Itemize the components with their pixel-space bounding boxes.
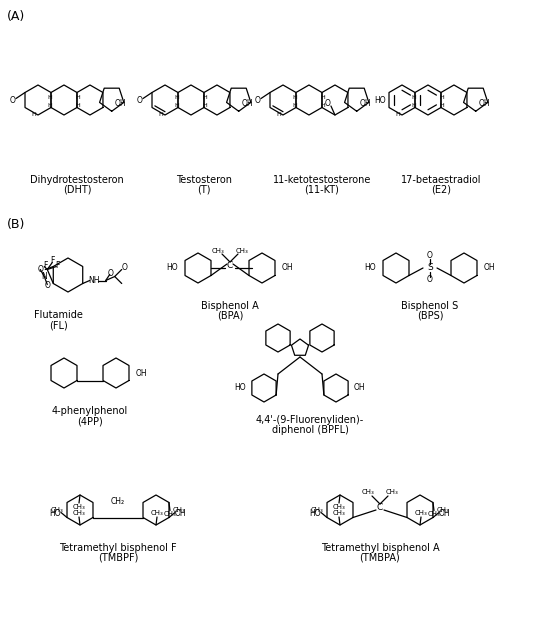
Text: H: H: [276, 112, 281, 117]
Text: H: H: [158, 112, 163, 117]
Text: Testosteron: Testosteron: [176, 175, 232, 185]
Text: CH₃: CH₃: [164, 511, 176, 518]
Text: H: H: [321, 95, 326, 100]
Text: O: O: [37, 265, 43, 274]
Text: (B): (B): [7, 218, 25, 231]
Text: H: H: [395, 112, 400, 117]
Text: F: F: [50, 256, 54, 265]
Text: H: H: [175, 95, 180, 100]
Text: OH: OH: [360, 99, 371, 108]
Text: CH₃: CH₃: [436, 507, 450, 512]
Text: CH₃: CH₃: [333, 510, 345, 516]
Text: 11-ketotestosterone: 11-ketotestosterone: [273, 175, 371, 185]
Text: H: H: [203, 103, 208, 108]
Text: H: H: [293, 103, 298, 108]
Text: CH₃: CH₃: [236, 248, 248, 254]
Text: H: H: [76, 103, 80, 108]
Text: diphenol (BPFL): diphenol (BPFL): [272, 425, 349, 435]
Text: H: H: [412, 95, 416, 100]
Text: O: O: [427, 275, 433, 284]
Text: Flutamide: Flutamide: [33, 310, 82, 320]
Text: CH₃: CH₃: [172, 507, 186, 512]
Text: OH: OH: [175, 509, 187, 518]
Text: (FL): (FL): [49, 320, 68, 330]
Text: C: C: [227, 260, 233, 269]
Text: H: H: [48, 95, 52, 100]
Text: F: F: [55, 261, 59, 270]
Text: (BPS): (BPS): [417, 311, 443, 321]
Text: Dihydrotestosteron: Dihydrotestosteron: [30, 175, 124, 185]
Text: CH₃: CH₃: [72, 504, 86, 510]
Text: OH: OH: [354, 383, 366, 392]
Text: H: H: [440, 95, 444, 100]
Text: H: H: [48, 103, 52, 108]
Text: CH₃: CH₃: [211, 248, 225, 254]
Text: Bisphenol S: Bisphenol S: [401, 301, 458, 311]
Text: HO: HO: [49, 509, 61, 518]
Text: HO: HO: [166, 264, 178, 273]
Text: (4PP): (4PP): [77, 416, 103, 426]
Text: CH₃: CH₃: [428, 511, 440, 518]
Text: H: H: [440, 103, 444, 108]
Text: OH: OH: [115, 99, 126, 108]
Text: H: H: [31, 112, 36, 117]
Text: CH₃: CH₃: [385, 489, 399, 495]
Text: CH₂: CH₂: [111, 498, 125, 507]
Text: NH: NH: [88, 276, 99, 285]
Text: CH₃: CH₃: [51, 507, 63, 512]
Text: F: F: [43, 261, 47, 270]
Text: OH: OH: [282, 264, 294, 273]
Text: H: H: [175, 103, 180, 108]
Text: HO: HO: [234, 383, 246, 392]
Text: N: N: [41, 272, 47, 281]
Text: O: O: [122, 263, 128, 272]
Text: O: O: [10, 96, 16, 105]
Text: (11-KT): (11-KT): [305, 185, 339, 195]
Text: OH: OH: [242, 99, 253, 108]
Text: O: O: [255, 96, 261, 105]
Text: O: O: [44, 281, 50, 290]
Text: Tetramethyl bisphenol A: Tetramethyl bisphenol A: [321, 543, 439, 553]
Text: H: H: [76, 95, 80, 100]
Text: C: C: [377, 502, 383, 511]
Text: CH₃: CH₃: [150, 510, 164, 516]
Text: (A): (A): [7, 10, 25, 23]
Text: OH: OH: [136, 368, 148, 377]
Text: O: O: [427, 251, 433, 260]
Text: Bisphenol A: Bisphenol A: [201, 301, 259, 311]
Text: (TMBPF): (TMBPF): [98, 553, 138, 563]
Text: CH₃: CH₃: [414, 510, 427, 516]
Text: HO: HO: [374, 96, 386, 105]
Text: S: S: [427, 264, 433, 273]
Text: OH: OH: [484, 264, 496, 273]
Text: OH: OH: [479, 99, 490, 108]
Text: H: H: [203, 95, 208, 100]
Text: 4-phenylphenol: 4-phenylphenol: [52, 406, 128, 416]
Text: CH₃: CH₃: [362, 489, 374, 495]
Text: 4,4'-(9-Fluorenyliden)-: 4,4'-(9-Fluorenyliden)-: [256, 415, 364, 425]
Text: (TMBPA): (TMBPA): [360, 553, 400, 563]
Text: CH₃: CH₃: [311, 507, 323, 512]
Text: HO: HO: [365, 264, 376, 273]
Text: H: H: [412, 103, 416, 108]
Text: CH₃: CH₃: [333, 504, 345, 510]
Text: (T): (T): [197, 185, 211, 195]
Text: H: H: [321, 103, 326, 108]
Text: O: O: [325, 98, 331, 107]
Text: Tetramethyl bisphenol F: Tetramethyl bisphenol F: [59, 543, 177, 553]
Text: (BPA): (BPA): [217, 311, 243, 321]
Text: O: O: [137, 96, 143, 105]
Text: OH: OH: [439, 509, 451, 518]
Text: (E2): (E2): [431, 185, 451, 195]
Text: O: O: [108, 269, 114, 278]
Text: HO: HO: [310, 509, 321, 518]
Text: H: H: [293, 95, 298, 100]
Text: 17-betaestradiol: 17-betaestradiol: [401, 175, 481, 185]
Text: CH₃: CH₃: [72, 510, 86, 516]
Text: (DHT): (DHT): [63, 185, 91, 195]
